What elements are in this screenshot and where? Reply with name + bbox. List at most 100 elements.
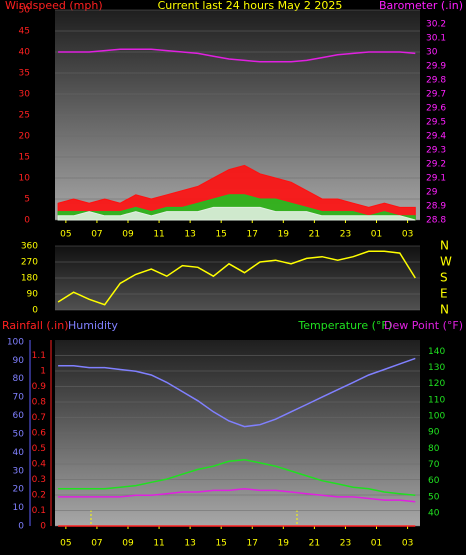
y2-tick-label: 120 <box>428 379 445 389</box>
y-tick-label: 25 <box>19 111 30 121</box>
y-tick-label: 0.9 <box>32 382 47 392</box>
y2-tick-label: 40 <box>428 509 440 519</box>
y2-tick-label: 30.1 <box>426 34 446 44</box>
y2-tick-label: 29.2 <box>426 160 446 170</box>
y2-tick-label: 110 <box>428 395 445 405</box>
y2-tick-label: 29.1 <box>426 174 446 184</box>
y-tick-label: 30 <box>19 90 31 100</box>
x-tick-label: 13 <box>184 230 195 240</box>
x-tick-label: 03 <box>402 539 413 549</box>
x-tick-label: 01 <box>371 230 382 240</box>
y2-tick-label: 29.3 <box>426 146 446 156</box>
y3-tick-label: 90 <box>13 356 25 366</box>
chart-title: Current last 24 hours May 2 2025 <box>158 0 343 12</box>
x-tick-label: 15 <box>215 539 226 549</box>
y-tick-label: 10 <box>19 174 31 184</box>
y2-tick-label: 29.9 <box>426 62 446 72</box>
x-tick-label: 09 <box>122 539 134 549</box>
y-tick-label: 1.1 <box>32 351 46 361</box>
y-tick-label: 35 <box>19 69 30 79</box>
line <box>58 357 416 428</box>
y-tick-label: 0 <box>32 306 38 316</box>
y-tick-label: 180 <box>21 274 38 284</box>
legend-label: Rainfall (.in) <box>2 319 69 332</box>
y2-tick-label: 140 <box>428 347 445 357</box>
area <box>57 206 416 221</box>
y-tick-label: 20 <box>19 132 31 142</box>
y2-tick-label: 28.8 <box>426 216 446 226</box>
y-tick-label: 45 <box>19 27 30 37</box>
line <box>58 488 416 503</box>
x-tick-label: 23 <box>340 230 351 240</box>
y-tick-label: 0.3 <box>32 475 46 485</box>
y2-tick-label: 29.4 <box>426 132 446 142</box>
legend-label: Temperature (°F) <box>297 319 392 332</box>
x-tick-label: 21 <box>309 539 320 549</box>
y2-tick-label: E <box>440 287 448 301</box>
y2-tick-label: 29.7 <box>426 90 446 100</box>
x-tick-label: 13 <box>184 539 195 549</box>
y2-tick-label: 90 <box>428 428 440 438</box>
x-tick-label: 19 <box>278 230 290 240</box>
y3-tick-label: 0 <box>18 522 24 532</box>
y-tick-label: 0.2 <box>32 491 46 501</box>
area <box>57 164 416 221</box>
y-tick-label: 360 <box>21 242 38 252</box>
x-tick-label: 07 <box>91 230 102 240</box>
y3-tick-label: 10 <box>13 503 25 513</box>
y-tick-label: 270 <box>21 258 38 268</box>
y2-tick-label: 29.8 <box>426 76 446 86</box>
y-tick-label: 0.1 <box>32 506 46 516</box>
y-tick-label: 50 <box>19 6 31 16</box>
y-tick-label: 0.4 <box>32 460 47 470</box>
x-tick-label: 17 <box>247 539 258 549</box>
y2-tick-label: W <box>440 255 452 269</box>
y2-tick-label: 29.6 <box>426 104 446 114</box>
y2-tick-label: 80 <box>428 444 440 454</box>
y3-tick-label: 20 <box>13 485 25 495</box>
x-tick-label: 15 <box>215 230 226 240</box>
x-tick-label: 07 <box>91 539 102 549</box>
y2-tick-label: 30 <box>426 48 438 58</box>
y-tick-label: 0.6 <box>32 429 47 439</box>
x-tick-label: 09 <box>122 230 134 240</box>
y-tick-label: 40 <box>19 48 31 58</box>
line <box>58 458 416 497</box>
y-axis-title: Windspeed (mph) <box>5 0 103 12</box>
x-tick-label: 03 <box>402 230 413 240</box>
y2-tick-label: 60 <box>428 476 440 486</box>
y3-tick-label: 50 <box>13 429 25 439</box>
line <box>58 48 416 63</box>
y2-tick-label: 30.2 <box>426 20 446 30</box>
y3-tick-label: 80 <box>13 374 25 384</box>
y-tick-label: 0 <box>24 216 30 226</box>
y-tick-label: 5 <box>24 195 30 205</box>
y2-tick-label: 70 <box>428 460 440 470</box>
x-tick-label: 19 <box>278 539 290 549</box>
y3-tick-label: 40 <box>13 448 25 458</box>
y2-axis-title: Barometer (.in) <box>379 0 463 12</box>
y3-tick-label: 70 <box>13 393 25 403</box>
y-tick-label: 0.8 <box>32 398 47 408</box>
y2-tick-label: 100 <box>428 412 445 422</box>
y2-tick-label: N <box>440 303 449 317</box>
y3-tick-label: 100 <box>7 337 24 347</box>
x-tick-label: 05 <box>60 230 71 240</box>
y2-tick-label: 130 <box>428 363 445 373</box>
legend-label: Dew Point (°F) <box>384 319 463 332</box>
y3-tick-label: 60 <box>13 411 25 421</box>
line <box>57 250 416 306</box>
x-tick-label: 17 <box>247 230 258 240</box>
y2-tick-label: N <box>440 239 449 253</box>
x-tick-label: 05 <box>60 539 71 549</box>
y2-tick-label: S <box>440 271 448 285</box>
legend-label: Humidity <box>68 319 118 332</box>
y-tick-label: 90 <box>27 290 39 300</box>
x-tick-label: 11 <box>153 230 164 240</box>
y2-tick-label: 28.9 <box>426 202 446 212</box>
y2-tick-label: 29 <box>426 188 438 198</box>
y-tick-label: 0.7 <box>32 413 46 423</box>
y-tick-label: 0 <box>40 522 46 532</box>
